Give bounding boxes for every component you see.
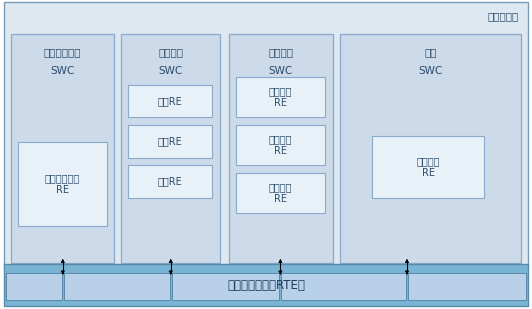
Text: 安全监控: 安全监控 bbox=[268, 48, 293, 57]
Bar bbox=[236, 125, 325, 165]
Text: 位置检测
RE: 位置检测 RE bbox=[269, 182, 292, 204]
Bar bbox=[11, 34, 114, 263]
Text: 指令处理
RE: 指令处理 RE bbox=[417, 156, 440, 178]
Text: SWC: SWC bbox=[159, 66, 182, 76]
Bar bbox=[128, 165, 212, 198]
Bar bbox=[64, 273, 170, 300]
Text: 电流RE: 电流RE bbox=[157, 96, 182, 106]
Bar bbox=[4, 264, 528, 306]
Text: SWC: SWC bbox=[269, 66, 293, 76]
Bar bbox=[229, 34, 332, 263]
Text: 电流检测
RE: 电流检测 RE bbox=[269, 87, 292, 108]
Text: 数据解算: 数据解算 bbox=[158, 48, 183, 57]
Bar bbox=[236, 77, 325, 117]
Text: 温度检测
RE: 温度检测 RE bbox=[269, 134, 292, 156]
Text: 应用软件层: 应用软件层 bbox=[487, 11, 519, 21]
Bar bbox=[4, 2, 528, 266]
Text: SWC: SWC bbox=[419, 66, 443, 76]
Bar bbox=[281, 273, 406, 300]
Bar bbox=[121, 34, 220, 263]
Bar bbox=[408, 273, 526, 300]
Text: SWC: SWC bbox=[51, 66, 74, 76]
Bar bbox=[128, 85, 212, 117]
Bar bbox=[236, 173, 325, 213]
Text: 磁场定向控制
RE: 磁场定向控制 RE bbox=[45, 173, 80, 195]
Bar bbox=[372, 136, 484, 198]
Text: 其他: 其他 bbox=[425, 48, 437, 57]
Text: 电机控制算法: 电机控制算法 bbox=[44, 48, 81, 57]
Text: 转速RE: 转速RE bbox=[157, 136, 182, 146]
Bar bbox=[18, 142, 107, 226]
Bar bbox=[128, 125, 212, 158]
Bar bbox=[6, 273, 62, 300]
Text: 位置RE: 位置RE bbox=[157, 176, 182, 187]
Bar bbox=[340, 34, 521, 263]
Text: 运行实时环境（RTE）: 运行实时环境（RTE） bbox=[227, 278, 305, 292]
Bar bbox=[172, 273, 279, 300]
